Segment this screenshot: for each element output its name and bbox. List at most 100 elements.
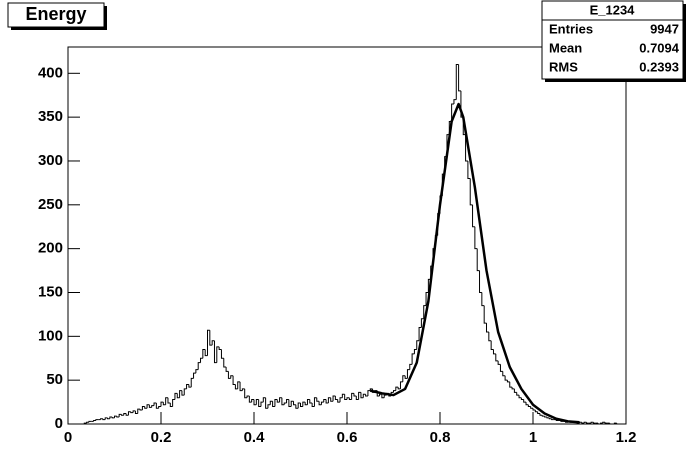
histogram-bin (609, 423, 613, 425)
histogram-bin (330, 397, 334, 402)
histogram-bin (288, 399, 292, 407)
histogram-bin (244, 388, 248, 399)
histogram-bin (409, 363, 413, 370)
histogram-bin (253, 399, 257, 406)
histogram-bin (490, 340, 494, 350)
histogram-bin (102, 418, 106, 421)
histogram-bin (539, 413, 543, 416)
histogram-bin (381, 394, 385, 399)
histogram-bin (532, 408, 536, 411)
histogram-bin (155, 402, 159, 409)
stats-title: E_1234 (590, 2, 636, 17)
histogram-bin (346, 397, 350, 400)
histogram-bin (404, 375, 408, 379)
histogram-bin (153, 402, 157, 406)
x-tick-label: 0.6 (337, 429, 358, 446)
frame (67, 46, 627, 425)
histogram-bin (197, 362, 201, 370)
histogram-bin (502, 371, 506, 377)
histogram-bin (95, 419, 99, 421)
histogram-bin (451, 103, 454, 122)
histogram-bin (360, 392, 364, 399)
stats-label: RMS (549, 59, 578, 74)
histogram-bin (220, 349, 224, 359)
histogram-bin (213, 340, 217, 364)
histogram-bin (172, 398, 175, 407)
histogram-bin (130, 411, 134, 414)
x-tick-label: 0.8 (430, 429, 451, 446)
histogram-bin (181, 390, 185, 396)
histogram-bin (251, 398, 254, 403)
histogram-bin (216, 346, 220, 363)
title-box (7, 2, 105, 28)
histogram-bin (193, 372, 196, 379)
histogram-bin (527, 404, 531, 407)
histogram-bin (492, 349, 496, 355)
histogram-bin (530, 406, 533, 409)
histogram-bin (118, 413, 122, 417)
histogram-bin (548, 417, 552, 420)
histogram-bin (111, 416, 115, 419)
histogram-bin (304, 402, 308, 406)
histogram-bin (104, 417, 108, 420)
histogram-bin (520, 397, 524, 400)
histogram-bin (234, 384, 238, 390)
histogram-bin (281, 397, 285, 406)
x-tick-label: 0.2 (151, 429, 172, 446)
histogram-bin (188, 384, 192, 388)
histogram-bin (455, 64, 459, 100)
histogram-bin (286, 398, 289, 403)
histogram-bin (369, 388, 373, 391)
histogram-bin (195, 369, 199, 374)
histogram-bin (353, 393, 357, 397)
histogram-bin (144, 406, 148, 409)
histogram-bin (518, 395, 522, 399)
histogram-bin (100, 418, 103, 420)
histogram-bin (402, 375, 406, 382)
histogram-bin (416, 340, 420, 350)
histogram-bin (316, 397, 320, 402)
histogram-bin (469, 178, 473, 206)
histogram-bin (227, 371, 231, 379)
histogram-bin (581, 422, 585, 424)
histogram-bin (158, 405, 161, 409)
histogram-bin (337, 399, 341, 403)
histogram-bin (223, 358, 227, 368)
histogram-bin (225, 367, 229, 372)
histogram-bin (483, 305, 487, 324)
histogram-bin (613, 422, 617, 424)
y-tick-label: 300 (38, 152, 63, 169)
histogram-bin (262, 397, 266, 403)
histogram-bin (141, 405, 145, 410)
histogram-bin (393, 390, 396, 393)
histogram-bin (120, 414, 124, 416)
histogram-bin (509, 381, 513, 388)
histogram-bin (411, 353, 415, 365)
histogram-bin (399, 381, 403, 389)
histogram-bin (311, 402, 315, 407)
histogram-bin (276, 399, 280, 403)
histogram-bin (541, 415, 545, 417)
histogram-bin (425, 291, 429, 306)
histogram-bin (134, 410, 138, 414)
histogram-bin (107, 417, 110, 420)
histogram-bin (334, 395, 338, 400)
histogram-bin (218, 346, 222, 350)
histogram-bin (123, 412, 127, 416)
histogram-bin (83, 422, 87, 424)
histogram-bin (537, 411, 540, 414)
histogram-bin (339, 397, 343, 403)
y-tick-label: 150 (38, 283, 63, 300)
histogram-bin (211, 340, 215, 346)
histogram-bin (274, 398, 278, 407)
stats-label: Entries (549, 21, 593, 36)
histogram-bin (300, 402, 303, 407)
histogram-bin (323, 398, 327, 403)
histogram-bin (309, 399, 313, 404)
histogram-bin (139, 409, 143, 411)
histogram-bin (258, 399, 261, 407)
histogram-bin (597, 423, 601, 425)
histogram-bin (255, 398, 259, 405)
histogram-bin (207, 329, 210, 356)
